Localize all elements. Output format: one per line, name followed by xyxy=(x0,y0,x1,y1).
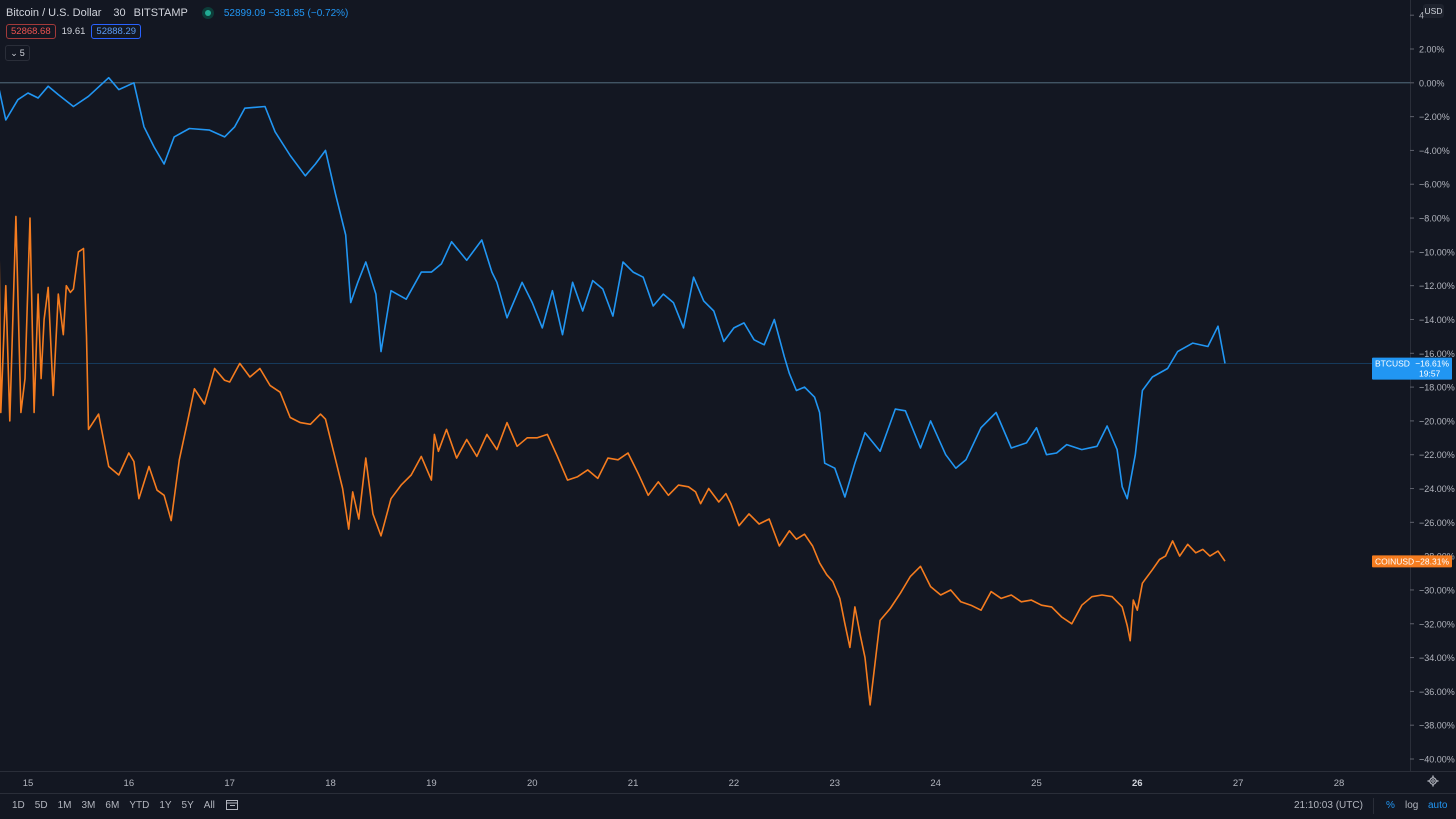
x-tick-label: 27 xyxy=(1233,778,1244,789)
range-button-6m[interactable]: 6M xyxy=(105,800,120,811)
y-tick-label: −30.00% xyxy=(1419,585,1455,595)
log-scale-toggle[interactable]: log xyxy=(1405,800,1419,811)
x-tick-label: 21 xyxy=(628,778,639,789)
x-tick-label: 25 xyxy=(1031,778,1042,789)
x-tick-label: 26 xyxy=(1132,778,1143,789)
y-tick-label: −12.00% xyxy=(1419,281,1455,291)
y-tick-label: −34.00% xyxy=(1419,653,1455,663)
series-name-label: BTCUSD xyxy=(1375,359,1410,369)
symbol-title[interactable]: Bitcoin / U.S. Dollar xyxy=(6,7,102,19)
date-range-buttons: 1D 5D 1M 3M 6M YTD 1Y 5Y All xyxy=(12,800,215,811)
exchange-label[interactable]: BITSTAMP xyxy=(133,7,188,19)
series-line-btcusd[interactable] xyxy=(0,76,1226,500)
series-last-value-label: −16.61% xyxy=(1415,359,1449,369)
last-value-tag-coinusd xyxy=(1372,555,1452,568)
series-layer xyxy=(0,76,1410,706)
y-tick-label: 0.00% xyxy=(1419,78,1445,88)
series-last-value-label: −28.31% xyxy=(1415,556,1449,566)
range-button-5d[interactable]: 5D xyxy=(34,800,48,811)
x-tick-label: 18 xyxy=(325,778,336,789)
x-tick-label: 15 xyxy=(23,778,34,789)
interval-label[interactable]: 30 xyxy=(113,7,126,19)
range-button-ytd[interactable]: YTD xyxy=(129,800,150,811)
toolbar-divider xyxy=(1373,798,1374,814)
price-axis[interactable]: 4 2.00% 0.00% −2.00% −4.00% −6.00% −8.00% −10.0… xyxy=(1410,11,1455,765)
last-quote: 52899.09 −381.85 (−0.72%) xyxy=(223,7,349,19)
last-value-tag-btcusd xyxy=(1372,357,1452,380)
y-tick-label: −4.00% xyxy=(1419,146,1450,156)
y-tick-label: −2.00% xyxy=(1419,112,1450,122)
legend-header: Bitcoin / U.S. Dollar 30 BITSTAMP 52899.… xyxy=(6,5,348,21)
go-to-date-calendar-icon[interactable] xyxy=(226,799,238,810)
x-tick-label: 19 xyxy=(426,778,437,789)
x-tick-label: 22 xyxy=(729,778,740,789)
y-tick-label: −14.00% xyxy=(1419,315,1455,325)
x-tick-label: 24 xyxy=(930,778,941,789)
last-value-labels: BTCUSD −16.61%19:57 COINUSD −28.31% xyxy=(1372,357,1452,568)
range-button-1m[interactable]: 1M xyxy=(57,800,72,811)
x-tick-label: 16 xyxy=(124,778,135,789)
y-tick-label: −16.00% xyxy=(1419,349,1455,359)
y-tick-label: −38.00% xyxy=(1419,721,1455,731)
y-tick-label: −26.00% xyxy=(1419,518,1455,528)
chevron-down-icon: ⌄ xyxy=(10,47,18,58)
buy-price-button[interactable]: 52888.29 xyxy=(91,24,142,39)
range-button-1y[interactable]: 1Y xyxy=(159,800,172,811)
range-button-1d[interactable]: 1D xyxy=(12,800,25,811)
x-tick-label: 17 xyxy=(224,778,235,789)
range-button-all[interactable]: All xyxy=(203,800,215,811)
sell-price-button[interactable]: 52868.68 xyxy=(6,24,56,39)
y-tick-label: −24.00% xyxy=(1419,484,1455,494)
spread-value: 19.61 xyxy=(61,26,86,37)
series-line-coinusd[interactable] xyxy=(0,117,1226,706)
percent-scale-toggle[interactable]: % xyxy=(1386,800,1395,811)
y-tick-label: −20.00% xyxy=(1419,416,1455,426)
bid-ask-row: 52868.68 19.61 52888.29 xyxy=(6,24,142,39)
x-tick-label: 28 xyxy=(1334,778,1345,789)
indicators-collapse-button[interactable]: ⌄ 5 xyxy=(5,45,30,61)
range-button-3m[interactable]: 3M xyxy=(81,800,96,811)
y-tick-label: −6.00% xyxy=(1419,180,1450,190)
indicator-count: 5 xyxy=(19,48,25,58)
market-status-icon[interactable] xyxy=(201,7,214,19)
series-name-label: COINUSD xyxy=(1375,556,1414,566)
y-tick-label: 4 xyxy=(1419,11,1424,21)
bar-countdown-label: 19:57 xyxy=(1419,369,1441,379)
y-tick-label: −10.00% xyxy=(1419,247,1455,257)
settings-gear-icon[interactable] xyxy=(1427,775,1439,787)
utc-clock[interactable]: 21:10:03 (UTC) xyxy=(1294,800,1363,811)
y-tick-label: −36.00% xyxy=(1419,687,1455,697)
y-tick-label: −32.00% xyxy=(1419,619,1455,629)
y-tick-label: −18.00% xyxy=(1419,383,1455,393)
y-tick-label: −40.00% xyxy=(1419,755,1455,765)
grid-layer xyxy=(0,0,1456,794)
y-tick-label: −22.00% xyxy=(1419,450,1455,460)
x-tick-label: 23 xyxy=(829,778,840,789)
y-tick-label: 2.00% xyxy=(1419,45,1445,55)
bottom-toolbar: 1D 5D 1M 3M 6M YTD 1Y 5Y All 21:10:03 (UTC) % lo… xyxy=(0,794,1456,818)
range-button-5y[interactable]: 5Y xyxy=(181,800,194,811)
x-tick-label: 20 xyxy=(527,778,538,789)
currency-button[interactable]: USD xyxy=(1423,4,1444,18)
y-tick-label: −8.00% xyxy=(1419,214,1450,224)
auto-scale-toggle[interactable]: auto xyxy=(1428,800,1448,811)
time-axis[interactable]: 15 16 17 18 19 20 21 22 23 24 25 26 27 28 xyxy=(23,778,1345,789)
